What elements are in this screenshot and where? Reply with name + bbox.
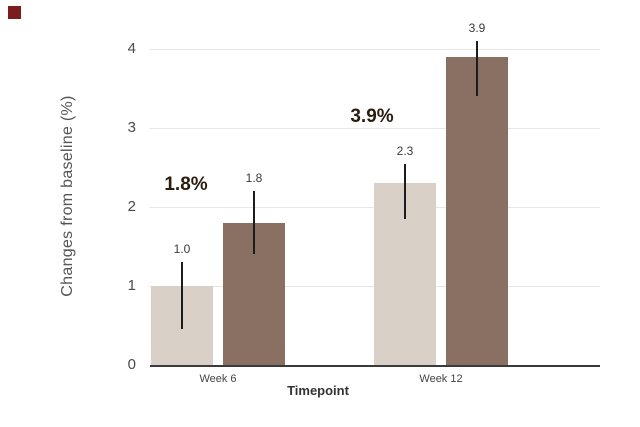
y-tick-label: 1 [127,277,136,294]
error-bar [253,191,255,255]
gridline [150,128,600,129]
bar-value-label: 1.8 [245,171,263,186]
bar-value-label: 1.0 [173,242,191,257]
bar-week-12-dark-series [446,56,508,365]
x-axis-title: Timepoint [287,383,349,398]
percent-annotation: 1.8% [164,174,208,195]
error-bar [181,262,183,330]
error-bar [476,41,478,97]
y-tick-label: 2 [127,198,136,215]
x-axis-line [150,365,600,367]
y-axis-title: Changes from baseline (%) [59,95,76,297]
bar-value-label: 2.3 [396,143,414,158]
x-category-label: Week 6 [199,373,237,385]
percent-annotation: 3.9% [350,106,394,127]
error-bar [404,163,406,219]
brand-corner-mark [8,6,21,19]
x-category-label: Week 12 [419,373,463,385]
y-tick-label: 0 [127,356,136,373]
bar-value-label: 3.9 [468,21,486,36]
gridline [150,49,600,50]
y-tick-label: 3 [127,119,136,136]
y-tick-label: 4 [127,40,136,57]
